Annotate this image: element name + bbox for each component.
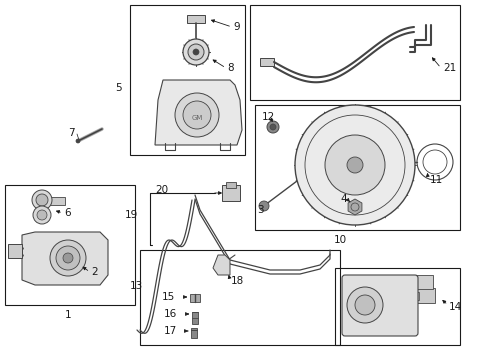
Circle shape bbox=[33, 206, 51, 224]
Text: 6: 6 bbox=[64, 208, 70, 218]
Circle shape bbox=[76, 139, 80, 143]
Polygon shape bbox=[155, 80, 242, 145]
Circle shape bbox=[32, 190, 52, 210]
Text: 15: 15 bbox=[162, 292, 175, 302]
Text: 13: 13 bbox=[129, 281, 142, 291]
Text: 9: 9 bbox=[232, 22, 239, 32]
Text: 21: 21 bbox=[442, 63, 455, 73]
Text: 5: 5 bbox=[115, 83, 122, 93]
Bar bbox=[334, 268, 459, 345]
Circle shape bbox=[187, 44, 203, 60]
Bar bbox=[190, 294, 200, 302]
Text: 8: 8 bbox=[226, 63, 233, 73]
Text: 7: 7 bbox=[68, 128, 75, 138]
Circle shape bbox=[193, 49, 199, 55]
Circle shape bbox=[56, 246, 80, 270]
Circle shape bbox=[183, 39, 208, 65]
Polygon shape bbox=[22, 232, 108, 285]
Circle shape bbox=[63, 253, 73, 263]
Circle shape bbox=[346, 157, 362, 173]
Bar bbox=[192, 312, 198, 324]
Text: 12: 12 bbox=[262, 112, 275, 122]
Text: 3: 3 bbox=[257, 205, 263, 215]
Text: 19: 19 bbox=[124, 210, 138, 220]
Bar bbox=[130, 5, 244, 155]
Bar bbox=[249, 5, 459, 100]
Circle shape bbox=[266, 121, 279, 133]
Text: 20: 20 bbox=[155, 185, 168, 195]
Text: 4: 4 bbox=[339, 194, 346, 204]
Circle shape bbox=[36, 194, 48, 206]
Text: 14: 14 bbox=[448, 302, 461, 312]
Bar bbox=[260, 58, 273, 66]
Text: 16: 16 bbox=[163, 309, 177, 319]
Circle shape bbox=[50, 240, 86, 276]
Circle shape bbox=[175, 93, 219, 137]
Bar bbox=[140, 250, 339, 345]
Text: GM: GM bbox=[191, 115, 202, 121]
Polygon shape bbox=[213, 255, 229, 275]
Circle shape bbox=[259, 201, 268, 211]
Bar bbox=[407, 275, 432, 289]
Text: 2: 2 bbox=[91, 267, 98, 277]
Bar bbox=[222, 185, 240, 201]
Bar bbox=[254, 105, 459, 230]
Circle shape bbox=[37, 210, 47, 220]
Text: 17: 17 bbox=[163, 326, 177, 336]
Bar bbox=[191, 328, 197, 338]
Bar bbox=[186, 15, 204, 23]
Circle shape bbox=[354, 295, 374, 315]
Text: 18: 18 bbox=[230, 276, 244, 286]
Text: 10: 10 bbox=[333, 235, 346, 245]
Bar bbox=[5, 185, 135, 305]
Circle shape bbox=[269, 124, 275, 130]
Text: 1: 1 bbox=[64, 310, 71, 320]
Bar bbox=[225, 182, 236, 188]
FancyBboxPatch shape bbox=[341, 275, 417, 336]
Bar bbox=[413, 292, 418, 300]
Circle shape bbox=[183, 101, 210, 129]
Circle shape bbox=[294, 105, 414, 225]
Circle shape bbox=[325, 135, 384, 195]
Text: 11: 11 bbox=[429, 175, 442, 185]
Bar bbox=[8, 244, 22, 258]
Circle shape bbox=[346, 287, 382, 323]
Bar bbox=[414, 288, 434, 303]
Bar bbox=[50, 197, 65, 205]
